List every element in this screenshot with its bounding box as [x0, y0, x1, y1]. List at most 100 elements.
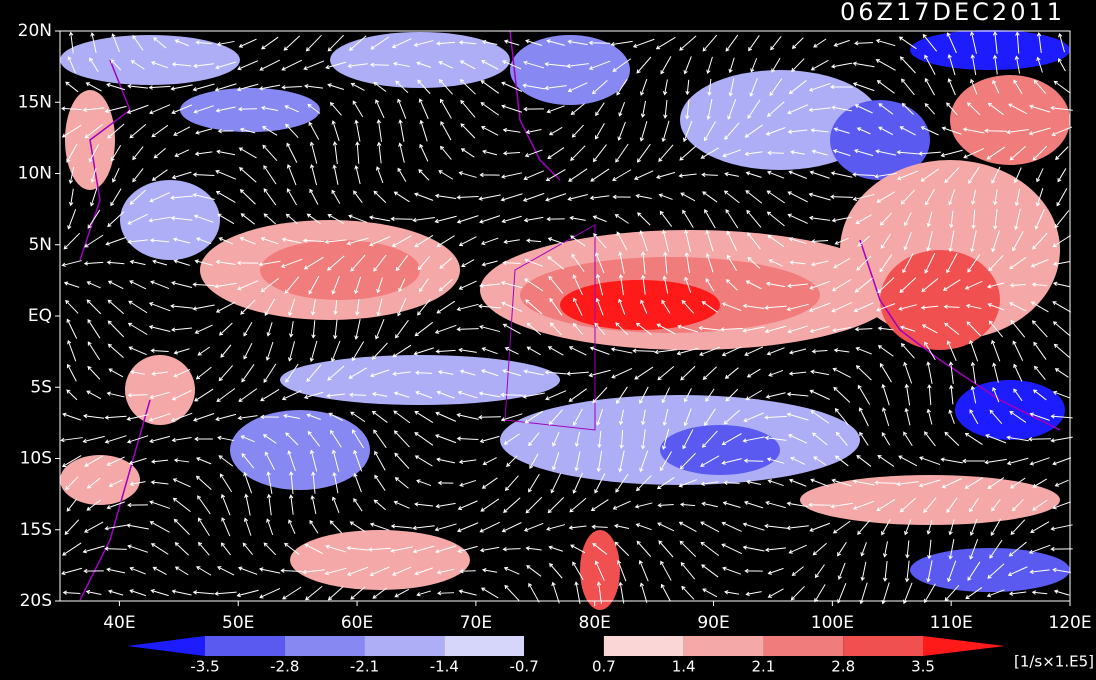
wind-arrow	[682, 120, 693, 143]
wind-arrow	[547, 346, 564, 356]
wind-arrow	[617, 121, 626, 141]
wind-arrow	[943, 304, 960, 309]
wind-arrow	[306, 413, 321, 420]
wind-arrow	[457, 390, 478, 399]
wind-arrow	[280, 258, 303, 268]
wind-arrow	[679, 145, 697, 161]
wind-arrow	[258, 84, 281, 91]
wind-arrow	[635, 322, 652, 336]
wind-arrow	[898, 36, 917, 50]
wind-arrow	[86, 299, 102, 315]
wind-arrow	[1052, 261, 1071, 267]
wind-arrow	[194, 151, 213, 156]
wind-arrow	[87, 209, 101, 229]
wind-arrow	[522, 83, 545, 90]
wind-arrow	[308, 275, 320, 295]
wind-arrow	[130, 60, 145, 70]
wind-arrow	[787, 104, 809, 115]
wind-arrow	[1055, 146, 1069, 161]
wind-arrow	[702, 366, 717, 380]
wind-arrow	[281, 59, 303, 71]
wind-arrow	[618, 298, 626, 315]
wind-arrow	[126, 414, 149, 421]
wind-arrow	[1050, 105, 1073, 111]
wind-arrow	[947, 78, 956, 96]
wind-arrow	[940, 149, 963, 158]
wind-arrow	[682, 209, 694, 228]
wind-arrow	[768, 369, 784, 377]
wind-arrow	[376, 141, 382, 164]
wind-arrow	[220, 493, 231, 516]
wind-arrow	[150, 60, 169, 69]
wind-arrow	[835, 431, 848, 446]
wind-arrow	[61, 106, 83, 111]
wind-arrow	[397, 298, 407, 317]
wind-arrow	[810, 478, 830, 487]
wind-arrow	[85, 82, 102, 92]
wind-arrow	[834, 237, 849, 245]
wind-arrow	[236, 83, 259, 92]
wind-arrow	[392, 61, 411, 68]
wind-arrow	[640, 299, 648, 314]
wind-arrow	[129, 566, 146, 575]
wind-arrow	[86, 390, 102, 400]
wind-arrow	[948, 230, 955, 253]
wind-arrow	[721, 458, 742, 465]
wind-arrow	[1028, 104, 1051, 113]
wind-arrow	[747, 256, 761, 269]
wind-arrow	[969, 498, 979, 513]
wind-arrow	[837, 542, 847, 557]
wind-arrow	[904, 560, 910, 583]
wind-arrow	[592, 215, 607, 223]
wind-arrow	[810, 260, 829, 267]
wind-arrow	[240, 299, 256, 315]
wind-arrow	[596, 450, 603, 473]
wind-arrow	[682, 429, 694, 450]
wind-arrow	[288, 519, 296, 535]
wind-arrow	[480, 102, 500, 116]
wind-arrow	[152, 259, 168, 266]
wind-arrow	[478, 283, 501, 288]
wind-arrow	[948, 539, 955, 560]
wind-arrow	[478, 194, 501, 201]
wind-arrow	[724, 590, 740, 595]
wind-arrow	[504, 584, 520, 601]
wind-arrow	[285, 213, 298, 225]
wind-arrow	[61, 567, 83, 576]
wind-arrow	[707, 78, 712, 97]
wind-arrow	[106, 82, 126, 91]
wind-arrow	[679, 452, 696, 470]
wind-arrow	[87, 365, 101, 380]
wind-arrow	[440, 121, 452, 141]
wind-arrow	[398, 119, 405, 142]
wind-arrow	[946, 340, 957, 362]
wind-arrow	[946, 102, 958, 116]
wind-arrow	[700, 147, 719, 159]
wind-arrow	[683, 408, 692, 427]
wind-arrow	[501, 172, 523, 179]
colorbar-box	[205, 636, 285, 656]
wind-arrow	[240, 213, 256, 225]
wind-arrow	[327, 213, 345, 224]
wind-arrow	[926, 211, 933, 228]
wind-arrow	[721, 302, 742, 312]
wind-arrow	[266, 493, 272, 516]
wind-arrow	[171, 281, 193, 288]
wind-arrow	[924, 252, 936, 274]
wind-arrow	[988, 255, 1004, 272]
wind-arrow	[878, 126, 894, 136]
wind-arrow	[148, 413, 171, 422]
field-blob	[230, 410, 370, 490]
wind-arrow	[549, 322, 562, 336]
field-blob	[910, 30, 1070, 70]
x-tick-label: 40E	[103, 613, 135, 633]
wind-arrow	[525, 39, 543, 46]
wind-arrow	[877, 455, 895, 467]
wind-arrow	[903, 361, 913, 384]
wind-arrow	[877, 326, 894, 331]
wind-arrow	[456, 215, 479, 224]
wind-arrow	[572, 322, 584, 335]
wind-arrow	[350, 82, 365, 91]
wind-arrow	[904, 383, 911, 406]
wind-arrow	[302, 569, 325, 575]
